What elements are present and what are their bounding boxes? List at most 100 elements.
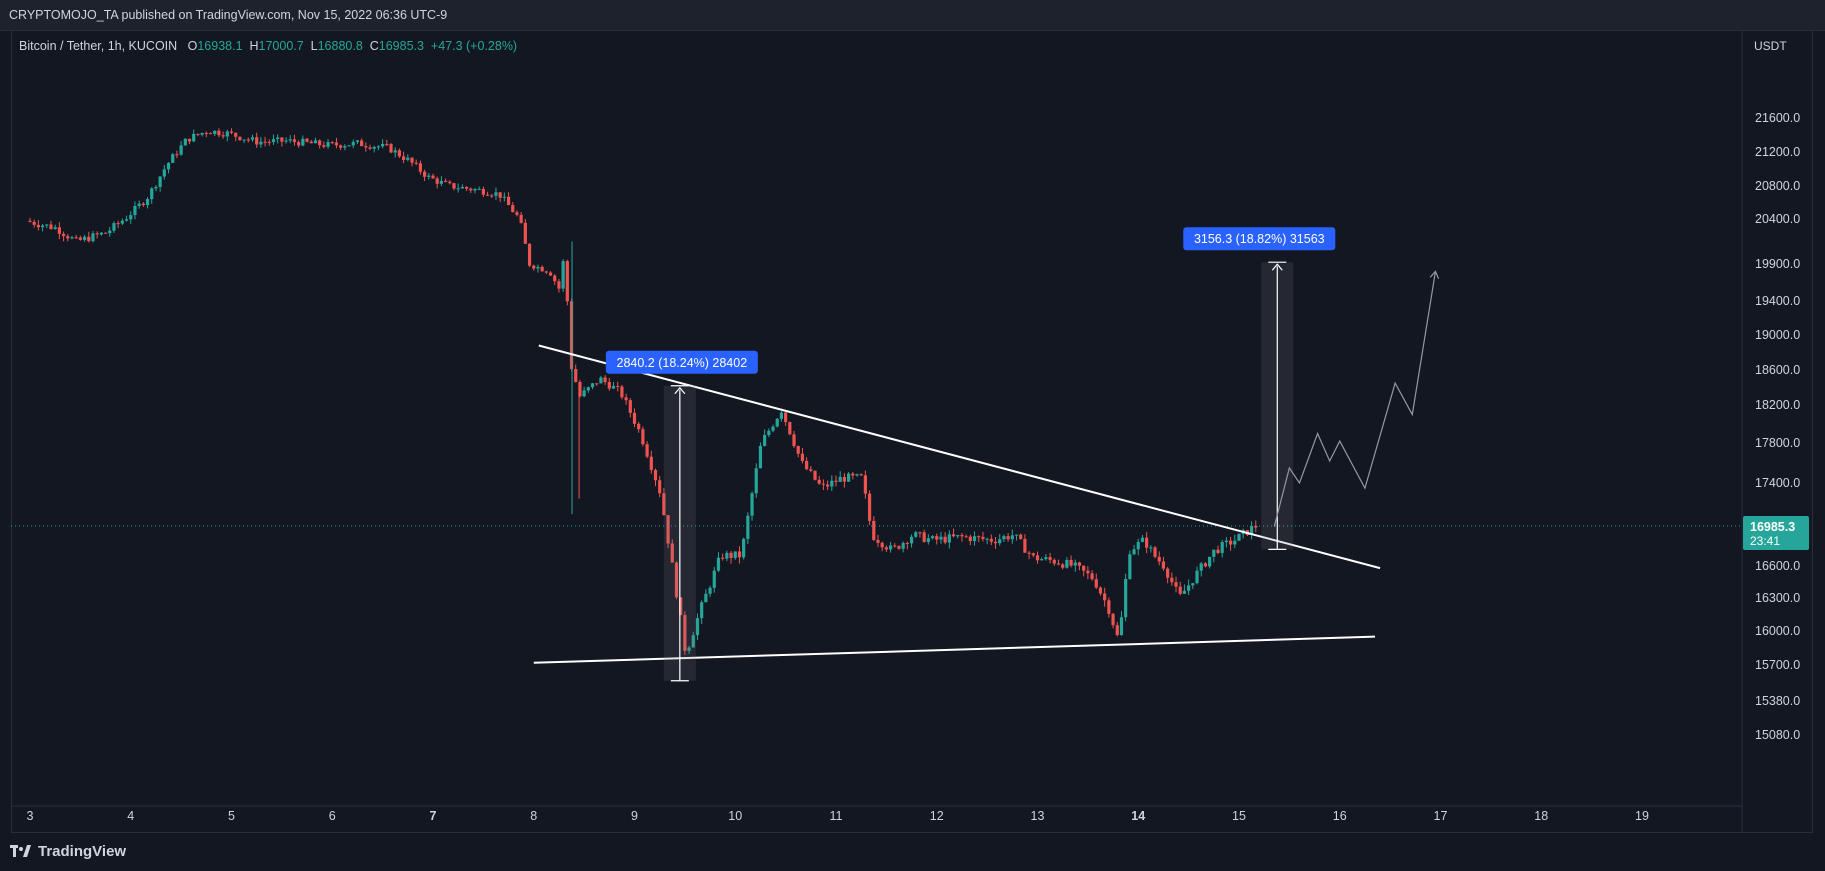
candle-down <box>103 232 108 234</box>
time-axis[interactable]: 3 4 5 6 7 8 9 10 11 12 13 14 15 16 17 18 19 <box>27 809 1649 823</box>
candle-up <box>166 162 171 170</box>
candle-up <box>158 176 162 187</box>
candle-up <box>985 538 989 540</box>
candle-down <box>1052 559 1056 564</box>
price-tick-label: 19900.0 <box>1755 257 1800 271</box>
candle-down <box>389 144 393 153</box>
candle-up <box>763 435 767 446</box>
candle-up <box>225 131 229 137</box>
candle-down <box>1111 613 1115 626</box>
candle-up <box>99 232 103 235</box>
candle-up <box>355 140 360 142</box>
candle-up <box>855 474 859 476</box>
candle-down <box>1145 537 1149 548</box>
candle-up <box>767 430 771 436</box>
candle-down <box>532 265 536 269</box>
legend-open-label: O <box>187 39 198 53</box>
candle-up <box>750 493 754 516</box>
measure-label-box[interactable] <box>1183 227 1336 251</box>
candle-up <box>888 545 893 550</box>
candle-up <box>171 154 175 163</box>
measure-labels[interactable]: 2840.2 (18.24%) 28402 3156.3 (18.82%) 315… <box>605 227 1336 374</box>
candle-up <box>1199 563 1203 571</box>
candle-down <box>229 131 234 133</box>
candle-up <box>150 188 154 200</box>
publish-info: CRYPTOMOJO_TA published on TradingView.c… <box>9 8 448 22</box>
candle-down <box>1031 553 1035 556</box>
candle-up <box>599 377 603 384</box>
candle-down <box>867 493 872 521</box>
candle-up <box>695 618 700 636</box>
bar-countdown: 23:41 <box>1750 534 1780 548</box>
candle-up <box>611 385 616 389</box>
candle-down <box>360 140 364 147</box>
candle-down <box>834 480 838 482</box>
candle-down <box>95 233 99 235</box>
candle-down <box>628 400 632 413</box>
candle-down <box>553 275 557 282</box>
candle-down <box>821 483 826 485</box>
candle-down <box>208 133 213 135</box>
price-tick-label: 15380.0 <box>1755 694 1800 708</box>
candle-up <box>313 140 318 144</box>
currency-label[interactable]: USDT <box>1754 39 1787 53</box>
chart-frame[interactable] <box>11 30 1813 833</box>
candle-down <box>464 186 469 189</box>
candle-down <box>414 162 418 164</box>
candle-down <box>36 224 40 228</box>
drawings[interactable] <box>11 261 1742 682</box>
candle-down <box>624 397 628 401</box>
price-tick-label: 16600.0 <box>1755 559 1800 573</box>
candle-down <box>234 132 238 137</box>
measure-label-text: 3156.3 (18.82%) 31563 <box>1194 232 1325 246</box>
legend-symbol: Bitcoin / Tether, 1h, KUCOIN <box>19 39 178 53</box>
candle-up <box>1182 590 1187 594</box>
candle-up <box>276 137 280 140</box>
grid <box>11 30 1743 833</box>
descending-resistance-trendline[interactable] <box>538 344 1381 570</box>
candle-up <box>351 141 355 146</box>
candle-up <box>381 143 385 147</box>
candle-up <box>1149 547 1153 549</box>
candle-down <box>565 261 569 302</box>
candle-up <box>708 587 712 594</box>
price-tick-label: 19400.0 <box>1755 294 1800 308</box>
ascending-support-trendline[interactable] <box>533 635 1376 664</box>
candle-up <box>271 139 276 143</box>
candle-up <box>956 535 960 537</box>
candle-down <box>842 476 846 482</box>
tradingview-logo[interactable]: TradingView <box>10 843 126 860</box>
candle-down <box>175 154 179 156</box>
price-axis[interactable]: 21600.0 21200.0 20800.0 20400.0 19900.0 19400… <box>1743 111 1809 742</box>
candle-up <box>372 146 376 149</box>
candle-up <box>536 266 540 269</box>
candle-down <box>905 542 909 544</box>
candle-down <box>863 475 867 494</box>
candle-down <box>1174 582 1178 587</box>
candle-up <box>1140 537 1145 542</box>
candle-up <box>687 647 691 651</box>
candles <box>28 128 1258 655</box>
candle-down <box>506 196 511 206</box>
legend-low-label: L <box>310 39 318 53</box>
price-tick-label: 20800.0 <box>1755 179 1800 193</box>
last-price-badge[interactable] <box>1743 516 1809 551</box>
candle-down <box>116 223 120 225</box>
candle-down <box>968 536 972 542</box>
candle-up <box>998 539 1002 544</box>
candle-down <box>620 386 624 398</box>
candle-up <box>1249 525 1254 536</box>
time-tick-label: 10 <box>728 809 742 823</box>
candle-down <box>679 597 683 616</box>
candle-down <box>469 188 473 191</box>
candle-down <box>993 541 998 544</box>
candle-up <box>347 145 351 147</box>
candle-down <box>1035 555 1040 561</box>
candle-up <box>1065 559 1069 568</box>
candle-down <box>1019 534 1023 540</box>
candle-down <box>57 227 61 234</box>
candle-up <box>179 145 183 155</box>
projection-path[interactable] <box>1273 271 1437 527</box>
measure-label-box[interactable] <box>605 350 758 374</box>
